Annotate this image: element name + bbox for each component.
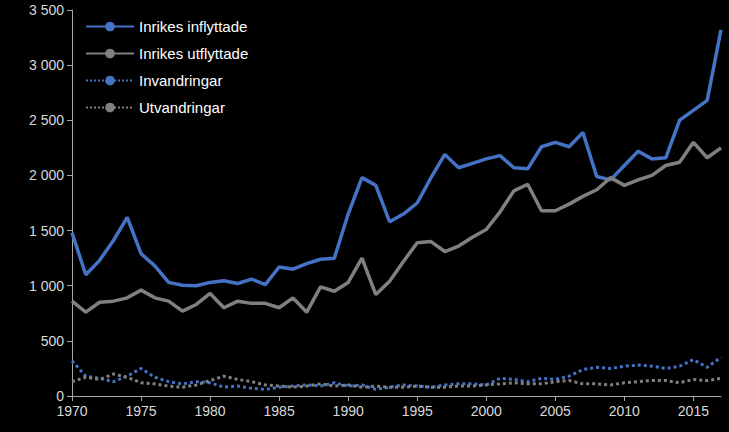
svg-text:1985: 1985 (264, 403, 295, 419)
svg-text:Inrikes inflyttade: Inrikes inflyttade (139, 18, 247, 35)
svg-text:2 000: 2 000 (29, 167, 64, 183)
svg-text:1970: 1970 (56, 403, 87, 419)
svg-text:Inrikes utflyttade: Inrikes utflyttade (139, 45, 248, 62)
svg-text:3 500: 3 500 (29, 2, 64, 18)
svg-text:1990: 1990 (333, 403, 364, 419)
svg-text:1995: 1995 (402, 403, 433, 419)
svg-text:2015: 2015 (678, 403, 709, 419)
svg-text:2000: 2000 (471, 403, 502, 419)
svg-text:1975: 1975 (125, 403, 156, 419)
svg-text:Invandringar: Invandringar (139, 72, 222, 89)
svg-text:3 000: 3 000 (29, 57, 64, 73)
svg-text:2005: 2005 (540, 403, 571, 419)
svg-text:1 500: 1 500 (29, 223, 64, 239)
svg-text:2 500: 2 500 (29, 112, 64, 128)
svg-text:1 000: 1 000 (29, 278, 64, 294)
svg-text:0: 0 (56, 388, 64, 404)
svg-text:2010: 2010 (609, 403, 640, 419)
svg-text:Utvandringar: Utvandringar (139, 99, 225, 116)
svg-text:500: 500 (41, 333, 65, 349)
svg-text:1980: 1980 (195, 403, 226, 419)
